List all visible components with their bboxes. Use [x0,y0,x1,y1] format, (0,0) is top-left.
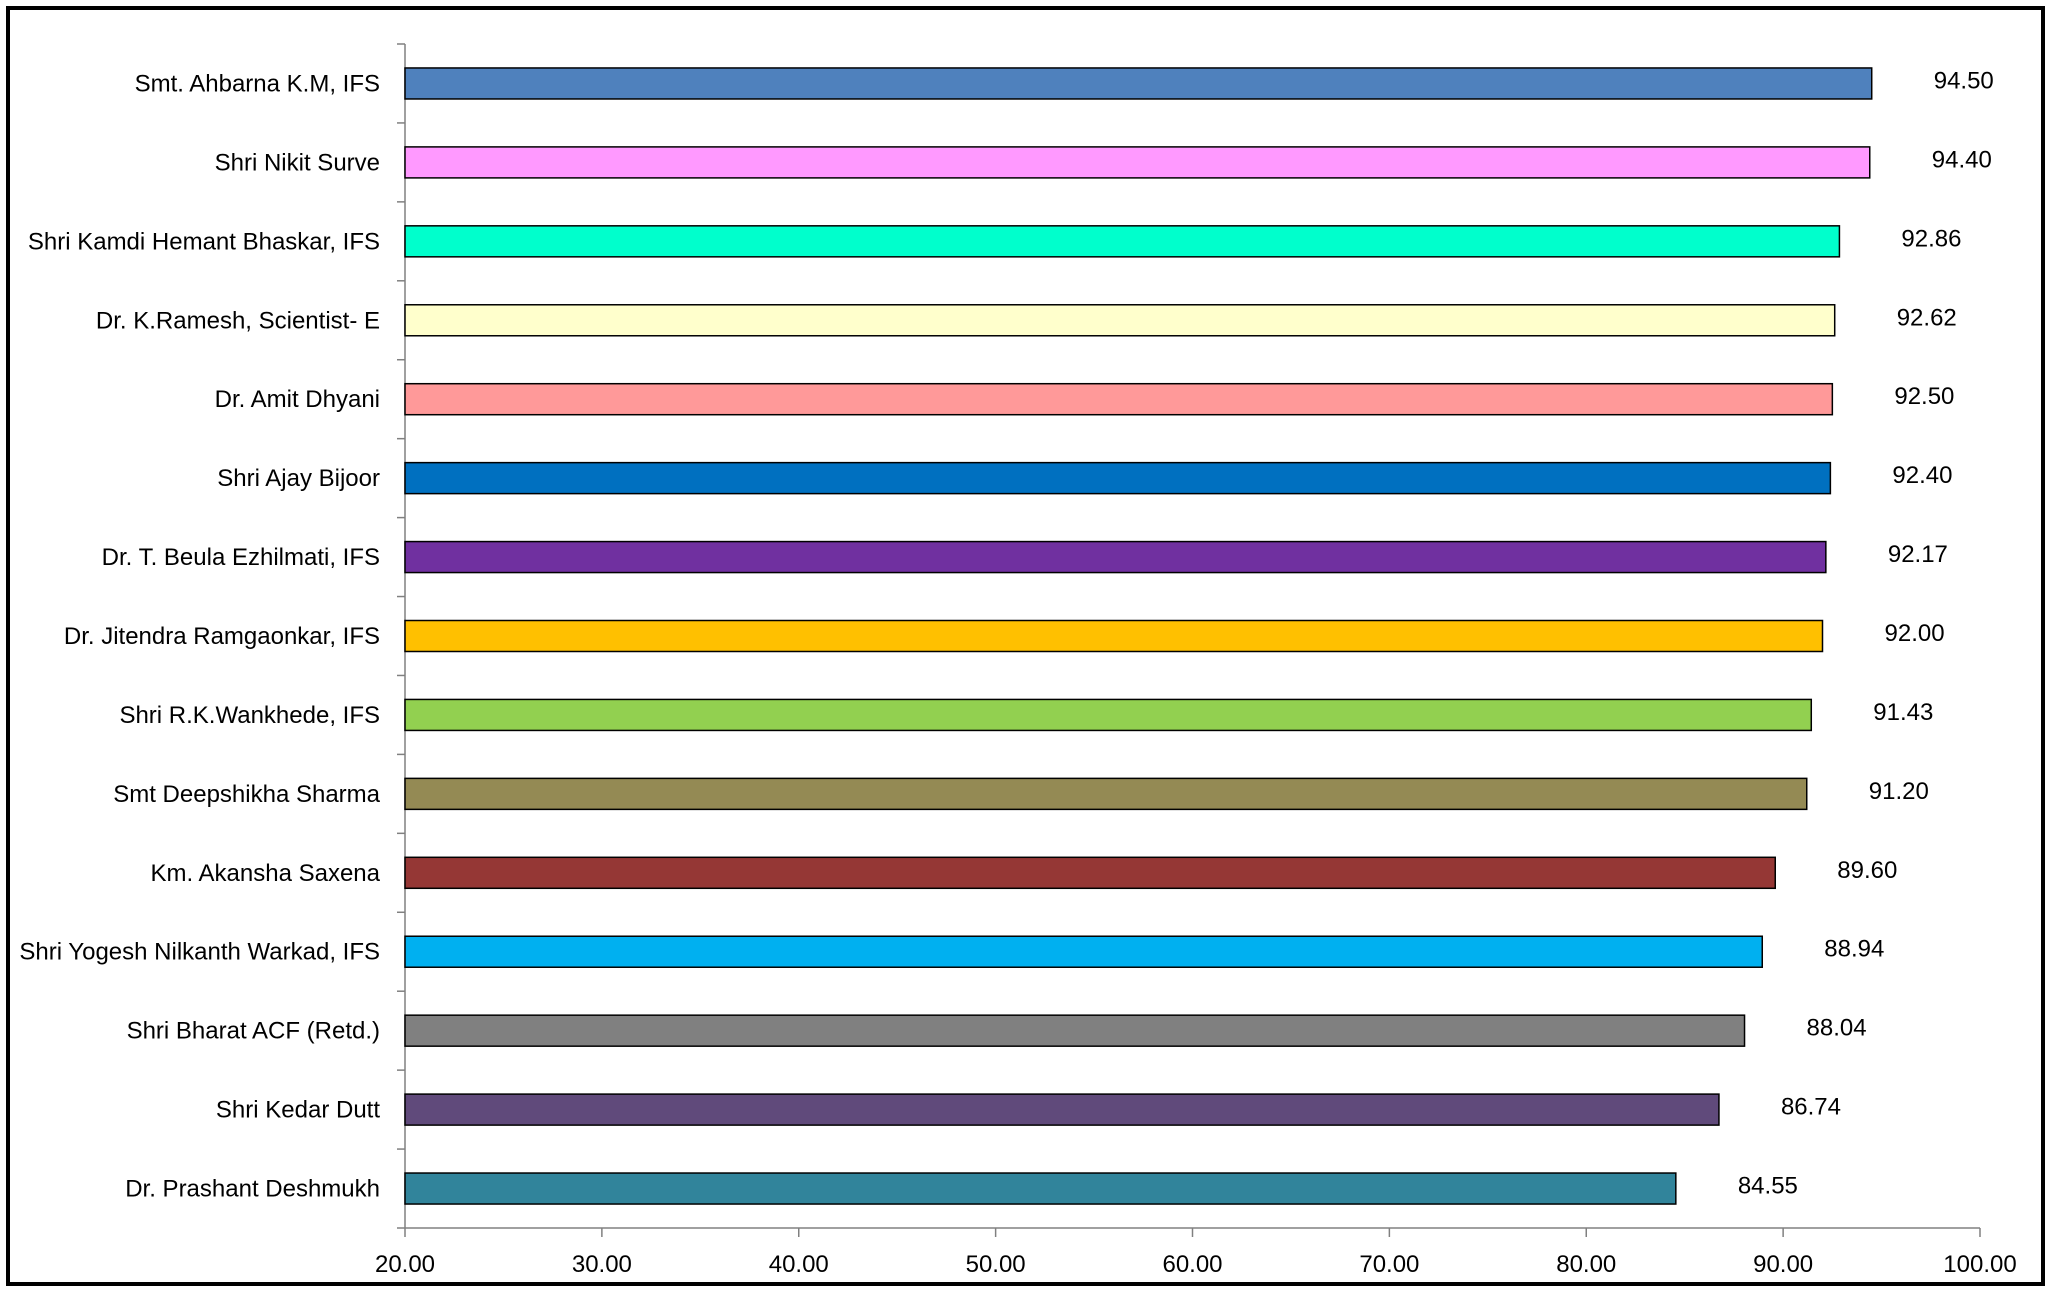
x-tick-label: 100.00 [1943,1251,2016,1278]
x-tick-label: 30.00 [572,1251,632,1278]
category-label: Shri Kamdi Hemant Bhaskar, IFS [28,228,380,255]
bar [404,382,1834,416]
value-label: 88.04 [1807,1015,1867,1042]
value-label: 89.60 [1837,857,1897,884]
category-label: Shri Kedar Dutt [216,1097,380,1124]
bar [404,67,1873,100]
bar [404,304,1836,337]
bar [404,146,1871,179]
value-label: 94.40 [1932,146,1992,173]
value-label: 92.00 [1885,620,1945,647]
value-label: 92.50 [1894,383,1954,410]
x-tick-label: 60.00 [1162,1251,1222,1278]
bar [404,1172,1677,1205]
value-label: 84.55 [1738,1173,1798,1200]
category-label: Km. Akansha Saxena [151,860,381,887]
x-tick-label: 70.00 [1359,1251,1419,1278]
bar [404,1014,1746,1047]
x-tick-label: 90.00 [1753,1251,1813,1278]
category-label: Dr. Prashant Deshmukh [125,1176,380,1203]
x-tick-label: 80.00 [1556,1251,1616,1278]
bar [404,461,1832,495]
value-label: 88.94 [1824,936,1884,963]
category-label: Dr. Jitendra Ramgaonkar, IFS [64,623,380,650]
value-label: 91.43 [1873,699,1933,726]
x-tick-label: 50.00 [966,1251,1026,1278]
value-label: 92.17 [1888,541,1948,568]
category-label: Dr. T. Beula Ezhilmati, IFS [102,544,380,571]
value-label: 92.40 [1892,462,1952,489]
bar [404,225,1841,258]
category-label: Shri Ajay Bijoor [217,465,380,492]
x-tick-label: 40.00 [769,1251,829,1278]
category-label: Smt Deepshikha Sharma [113,781,380,808]
value-label: 92.86 [1901,225,1961,252]
category-label: Smt. Ahbarna K.M, IFS [135,70,380,97]
bar [404,935,1764,968]
bar [404,698,1813,732]
value-label: 86.74 [1781,1094,1841,1121]
bar [404,540,1827,574]
category-label: Dr. Amit Dhyani [215,386,380,413]
category-label: Dr. K.Ramesh, Scientist- E [96,307,380,334]
bar [404,856,1776,890]
category-label: Shri R.K.Wankhede, IFS [119,702,380,729]
bar [404,619,1824,653]
value-label: 91.20 [1869,778,1929,805]
value-label: 92.62 [1897,304,1957,331]
value-label: 94.50 [1934,67,1994,94]
category-label: Shri Yogesh Nilkanth Warkad, IFS [19,939,380,966]
x-tick-label: 20.00 [375,1251,435,1278]
bar [404,777,1808,811]
category-label: Shri Nikit Surve [215,149,380,176]
category-label: Shri Bharat ACF (Retd.) [127,1018,380,1045]
bar [404,1093,1720,1126]
